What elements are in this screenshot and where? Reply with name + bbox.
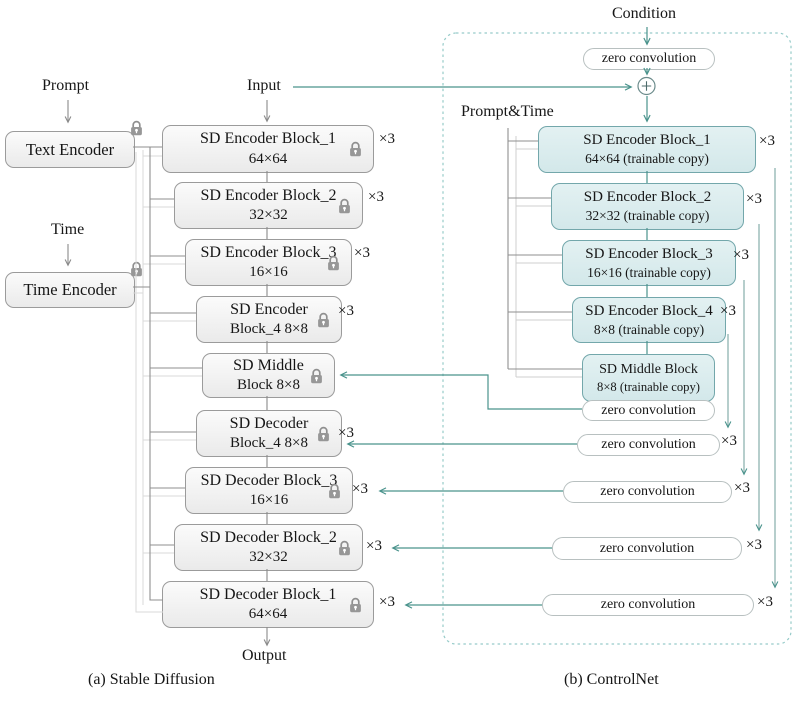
times3-label: ×3 xyxy=(746,537,762,553)
times3-label: ×3 xyxy=(733,247,749,263)
caption-controlnet: (b) ControlNet xyxy=(564,671,659,688)
times3-label: ×3 xyxy=(379,594,395,610)
teal-drop-arrows xyxy=(728,168,775,587)
input-label: Input xyxy=(247,77,281,94)
plus-circle-icon xyxy=(637,76,656,96)
sd-encoder-block-3-box: SD Encoder Block_3 16×16 xyxy=(185,239,352,286)
block-title: SD Encoder Block_4 xyxy=(585,302,713,319)
sd-decoder-block-3-box: SD Decoder Block_3 16×16 xyxy=(185,467,353,514)
zero-convolution-middle: zero convolution xyxy=(582,400,715,421)
block-title: SD Encoder Block_2 xyxy=(200,186,337,204)
block-size: Block_4 8×8 xyxy=(229,435,309,452)
block-size: 32×32 (trainable copy) xyxy=(585,208,710,224)
block-size: 64×64 xyxy=(248,150,288,167)
times3-label: ×3 xyxy=(354,245,370,261)
times3-label: ×3 xyxy=(720,303,736,319)
time-encoder-label: Time Encoder xyxy=(23,280,117,300)
times3-label: ×3 xyxy=(379,131,395,147)
block-title: SD Decoder Block_1 xyxy=(199,585,337,603)
block-size: 32×32 xyxy=(249,207,288,224)
block-size: Block 8×8 xyxy=(236,377,301,394)
times3-label: ×3 xyxy=(734,480,750,496)
lock-icon xyxy=(310,368,323,384)
times3-label: ×3 xyxy=(366,538,382,554)
sd-decoder-block-2-box: SD Decoder Block_2 32×32 xyxy=(174,524,363,571)
block-title: SD Encoder Block_2 xyxy=(583,189,712,206)
block-title: SD Middle Block xyxy=(599,361,698,377)
lock-icon xyxy=(349,141,362,157)
lock-icon xyxy=(130,261,143,277)
sd-encoder-block-2-box: SD Encoder Block_2 32×32 xyxy=(174,182,363,229)
lock-icon xyxy=(327,255,340,271)
time-label: Time xyxy=(51,221,85,238)
caption-stable-diffusion: (a) Stable Diffusion xyxy=(88,671,215,688)
block-title: SD Encoder Block_3 xyxy=(200,243,337,261)
block-size: 16×16 xyxy=(249,264,288,281)
block-size: 8×8 (trainable copy) xyxy=(593,321,705,337)
block-size: 8×8 (trainable copy) xyxy=(597,379,700,394)
block-title: SD Encoder xyxy=(230,300,308,318)
times3-label: ×3 xyxy=(352,481,368,497)
block-title: SD Encoder Block_3 xyxy=(585,245,713,262)
lock-icon xyxy=(338,540,351,556)
block-title: SD Decoder xyxy=(229,414,309,432)
text-encoder-box: Text Encoder xyxy=(5,120,143,168)
sd-encoder-block-1-box: SD Encoder Block_1 64×64 xyxy=(162,125,374,173)
prompt-time-label: Prompt&Time xyxy=(461,103,554,120)
block-title: SD Encoder Block_1 xyxy=(200,130,336,148)
zero-convolution-dec4: zero convolution xyxy=(577,434,720,456)
times3-label: ×3 xyxy=(338,425,354,441)
sd-encoder-block-4-box: SD Encoder Block_4 8×8 xyxy=(196,296,342,343)
lock-icon xyxy=(349,597,362,613)
block-size: 16×16 xyxy=(249,492,289,509)
lock-icon xyxy=(328,483,341,499)
lock-icon xyxy=(317,426,330,442)
lock-icon xyxy=(338,198,351,214)
times3-label: ×3 xyxy=(368,189,384,205)
time-encoder-box: Time Encoder xyxy=(5,261,143,308)
condition-label: Condition xyxy=(612,5,677,22)
block-size: 16×16 (trainable copy) xyxy=(587,264,711,280)
block-size: 64×64 xyxy=(248,606,288,623)
block-title: SD Encoder Block_1 xyxy=(583,132,711,149)
zero-convolution-dec2: zero convolution xyxy=(552,537,742,560)
block-size: Block_4 8×8 xyxy=(229,321,309,338)
times3-label: ×3 xyxy=(721,433,737,449)
prompt-label: Prompt xyxy=(42,77,90,94)
sd-middle-block-box: SD Middle Block 8×8 xyxy=(202,353,335,398)
block-size: 32×32 xyxy=(249,549,288,566)
zero-convolution-top: zero convolution xyxy=(583,48,715,70)
controlnet-middle-block-box: SD Middle Block 8×8 (trainable copy) xyxy=(582,354,715,402)
times3-label: ×3 xyxy=(746,191,762,207)
sd-decoder-block-1-box: SD Decoder Block_1 64×64 xyxy=(162,581,374,628)
block-title: SD Middle xyxy=(233,356,304,374)
controlnet-encoder-block-4-box: SD Encoder Block_4 8×8 (trainable copy) xyxy=(572,297,726,343)
sd-decoder-block-4-box: SD Decoder Block_4 8×8 xyxy=(196,410,342,457)
block-title: SD Decoder Block_3 xyxy=(200,471,338,489)
controlnet-encoder-block-1-box: SD Encoder Block_1 64×64 (trainable copy… xyxy=(538,126,756,173)
zero-convolution-dec1: zero convolution xyxy=(542,594,754,616)
controlnet-encoder-block-3-box: SD Encoder Block_3 16×16 (trainable copy… xyxy=(562,240,736,286)
zero-convolution-dec3: zero convolution xyxy=(563,481,732,503)
lock-icon xyxy=(130,120,143,136)
controlnet-encoder-block-2-box: SD Encoder Block_2 32×32 (trainable copy… xyxy=(551,183,744,230)
times3-label: ×3 xyxy=(757,594,773,610)
times3-label: ×3 xyxy=(338,303,354,319)
output-label: Output xyxy=(242,647,287,664)
block-size: 64×64 (trainable copy) xyxy=(585,151,709,167)
lock-icon xyxy=(317,312,330,328)
text-encoder-label: Text Encoder xyxy=(25,139,115,159)
times3-label: ×3 xyxy=(759,133,775,149)
block-title: SD Decoder Block_2 xyxy=(200,528,337,546)
